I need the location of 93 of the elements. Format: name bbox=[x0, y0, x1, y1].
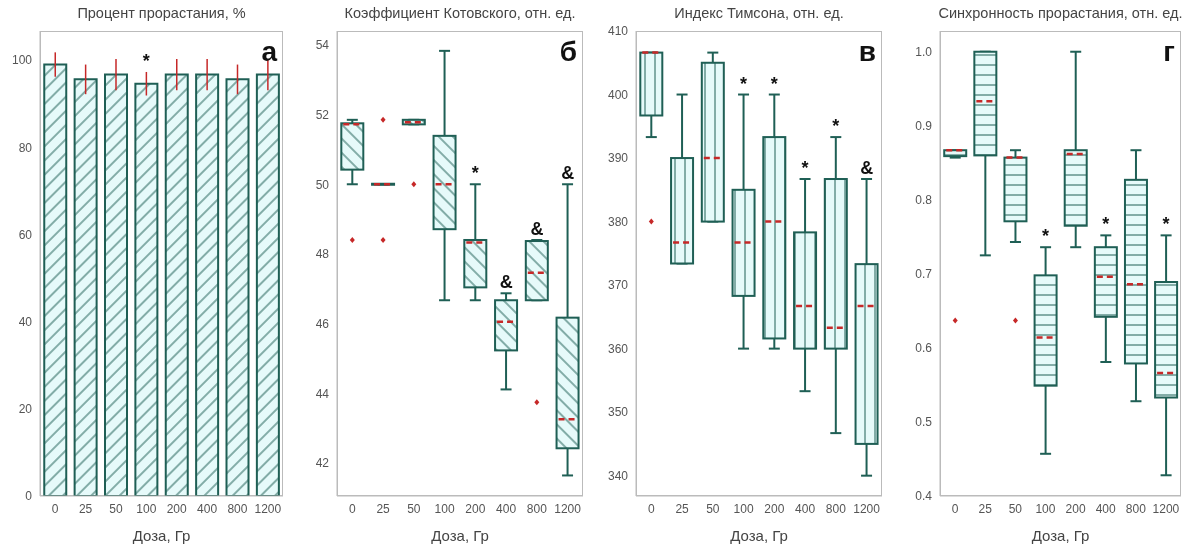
x-tick-label: 800 bbox=[825, 501, 847, 516]
x-tick-label: 800 bbox=[227, 501, 248, 516]
annotation: * bbox=[471, 163, 479, 184]
x-tick-label: 0 bbox=[951, 501, 959, 516]
bar bbox=[255, 73, 280, 496]
x-tick-label: 25 bbox=[376, 501, 391, 516]
x-tick-label: 100 bbox=[136, 501, 157, 516]
y-tick-label: 0.5 bbox=[915, 415, 933, 430]
bar bbox=[134, 82, 159, 496]
x-tick-label: 400 bbox=[795, 501, 816, 516]
bar bbox=[43, 63, 68, 496]
annotation: & bbox=[860, 158, 874, 179]
x-axis-title: Доза, Гр bbox=[132, 527, 191, 544]
x-tick-label: 0 bbox=[51, 501, 59, 516]
y-tick-label: 0 bbox=[25, 489, 33, 504]
bar bbox=[195, 73, 220, 496]
x-tick-label: 800 bbox=[526, 501, 548, 516]
y-tick-label: 60 bbox=[18, 227, 33, 242]
bar bbox=[104, 73, 128, 496]
x-tick-label: 800 bbox=[1125, 501, 1147, 516]
y-tick-label: 42 bbox=[315, 456, 330, 471]
chart-title: Индекс Тимсона, отн. ед. bbox=[674, 5, 844, 21]
x-tick-label: 1200 bbox=[853, 501, 881, 516]
y-tick-label: 380 bbox=[607, 214, 629, 229]
annotation: * bbox=[1102, 214, 1110, 235]
x-tick-label: 0 bbox=[648, 501, 656, 516]
y-tick-label: 410 bbox=[607, 24, 629, 39]
x-tick-label: 25 bbox=[78, 501, 93, 516]
x-tick-label: 50 bbox=[706, 501, 720, 516]
y-tick-label: 400 bbox=[607, 87, 629, 102]
y-tick-label: 0.8 bbox=[915, 193, 933, 208]
x-tick-label: 25 bbox=[978, 501, 993, 516]
y-tick-label: 52 bbox=[315, 107, 330, 122]
bar bbox=[73, 78, 98, 496]
chart-title: Процент прорастания, % bbox=[77, 5, 246, 21]
y-tick-label: 1.0 bbox=[915, 44, 933, 59]
y-tick-label: 20 bbox=[18, 402, 33, 417]
y-tick-label: 390 bbox=[607, 151, 629, 166]
y-tick-label: 0.4 bbox=[915, 489, 933, 504]
x-axis-title: Доза, Гр bbox=[1031, 527, 1090, 544]
y-tick-label: 46 bbox=[315, 316, 330, 331]
annotation: * bbox=[1041, 226, 1049, 247]
bar bbox=[225, 78, 250, 496]
y-tick-label: 100 bbox=[11, 53, 33, 68]
x-tick-label: 100 bbox=[1035, 501, 1056, 516]
x-tick-label: 1200 bbox=[1152, 501, 1180, 516]
x-tick-label: 50 bbox=[407, 501, 421, 516]
annotation: * bbox=[801, 158, 809, 179]
y-tick-label: 0.9 bbox=[915, 119, 933, 134]
annotation: * bbox=[832, 116, 840, 137]
x-tick-label: 200 bbox=[166, 501, 188, 516]
bar bbox=[164, 73, 189, 496]
x-tick-label: 400 bbox=[1095, 501, 1117, 516]
annotation: в bbox=[858, 36, 876, 67]
x-tick-label: 200 bbox=[465, 501, 486, 516]
y-tick-label: 360 bbox=[607, 341, 629, 356]
y-tick-label: 54 bbox=[315, 38, 330, 53]
annotation: * bbox=[740, 73, 748, 94]
annotation: * bbox=[142, 50, 150, 71]
annotation: * bbox=[1162, 214, 1170, 235]
y-tick-label: 48 bbox=[315, 247, 330, 262]
y-tick-label: 40 bbox=[18, 314, 33, 329]
y-tick-label: 44 bbox=[315, 386, 330, 401]
annotation: а bbox=[261, 36, 278, 67]
annotation: * bbox=[770, 73, 778, 94]
x-tick-label: 100 bbox=[434, 501, 455, 516]
x-tick-label: 25 bbox=[675, 501, 690, 516]
y-tick-label: 370 bbox=[607, 278, 629, 293]
x-axis-title: Доза, Гр bbox=[431, 527, 489, 544]
annotation: г bbox=[1163, 36, 1175, 67]
x-tick-label: 50 bbox=[109, 501, 123, 516]
x-tick-label: 200 bbox=[764, 501, 785, 516]
x-tick-label: 400 bbox=[197, 501, 218, 516]
x-tick-label: 1200 bbox=[254, 501, 282, 516]
annotation: & bbox=[499, 272, 513, 293]
y-tick-label: 0.7 bbox=[915, 267, 933, 282]
annotation: & bbox=[561, 163, 575, 184]
y-tick-label: 350 bbox=[607, 405, 629, 420]
x-tick-label: 1200 bbox=[554, 501, 582, 516]
x-tick-label: 100 bbox=[733, 501, 754, 516]
annotation: б bbox=[559, 36, 577, 67]
x-tick-label: 50 bbox=[1008, 501, 1023, 516]
x-axis-title: Доза, Гр bbox=[730, 527, 788, 544]
x-tick-label: 400 bbox=[496, 501, 517, 516]
y-tick-label: 0.6 bbox=[915, 341, 933, 356]
y-tick-label: 80 bbox=[18, 140, 33, 155]
chart-title: Синхронность прорастания, отн. ед. bbox=[938, 5, 1183, 21]
annotation: & bbox=[530, 218, 544, 239]
x-tick-label: 200 bbox=[1065, 501, 1086, 516]
chart-title: Коэффициент Котовского, отн. ед. bbox=[344, 5, 576, 21]
y-tick-label: 50 bbox=[315, 177, 330, 192]
x-tick-label: 0 bbox=[349, 501, 357, 516]
y-tick-label: 340 bbox=[607, 468, 629, 483]
